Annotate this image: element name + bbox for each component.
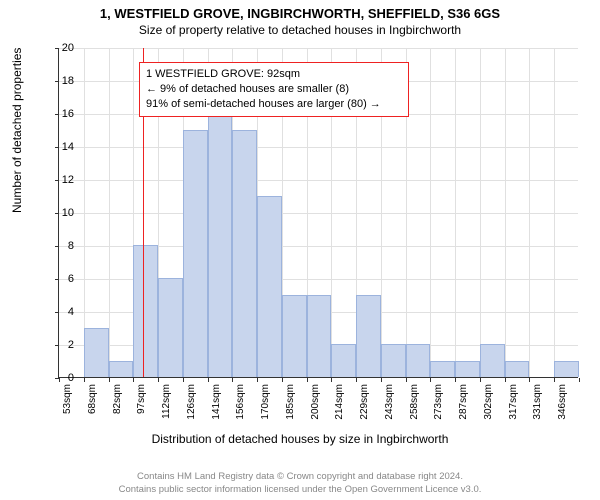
x-tick-label: 112sqm [161,384,172,419]
y-tick-label: 14 [46,141,74,153]
histogram-bar [430,361,455,378]
grid-line-h [59,48,578,49]
histogram-bar [109,361,134,378]
x-tick-mark [381,378,382,382]
histogram-bar [84,328,109,378]
grid-line-h [59,213,578,214]
chart-subtitle: Size of property relative to detached ho… [0,21,600,37]
histogram-bar [282,295,307,378]
plot-area: 53sqm68sqm82sqm97sqm112sqm126sqm141sqm15… [58,48,578,378]
x-tick-label: 82sqm [112,384,123,414]
histogram-bar [183,130,208,378]
x-tick-label: 156sqm [235,384,246,420]
x-tick-mark [257,378,258,382]
x-tick-label: 126sqm [186,384,197,420]
x-tick-label: 317sqm [508,384,519,420]
y-tick-label: 0 [46,372,74,384]
histogram-bar [257,196,282,378]
grid-line-v [505,48,506,377]
histogram-bar [554,361,579,378]
x-tick-label: 185sqm [285,384,296,420]
x-tick-mark [84,378,85,382]
x-tick-label: 200sqm [310,384,321,420]
x-tick-label: 53sqm [62,384,73,414]
histogram-bar [480,344,505,377]
x-tick-label: 170sqm [260,384,271,420]
x-tick-label: 302sqm [483,384,494,420]
y-tick-label: 10 [46,207,74,219]
x-tick-label: 287sqm [458,384,469,420]
histogram-bar [232,130,257,378]
annotation-line: ← 9% of detached houses are smaller (8) [146,82,402,97]
histogram-bar [208,97,233,378]
y-tick-label: 18 [46,75,74,87]
footer-attribution: Contains HM Land Registry data © Crown c… [0,471,600,496]
x-tick-mark [554,378,555,382]
x-tick-label: 331sqm [532,384,543,420]
histogram-bar [133,245,158,377]
footer-line2: Contains public sector information licen… [0,484,600,496]
x-tick-mark [208,378,209,382]
annotation-line: 91% of semi-detached houses are larger (… [146,97,402,112]
grid-line-h [59,147,578,148]
histogram-bar [158,278,183,377]
x-tick-label: 68sqm [87,384,98,414]
y-tick-label: 2 [46,339,74,351]
x-tick-mark [282,378,283,382]
grid-line-v [109,48,110,377]
y-tick-label: 6 [46,273,74,285]
x-tick-mark [183,378,184,382]
histogram-bar [307,295,332,378]
y-tick-label: 4 [46,306,74,318]
x-tick-mark [356,378,357,382]
x-tick-label: 229sqm [359,384,370,420]
x-tick-mark [109,378,110,382]
x-tick-mark [430,378,431,382]
y-axis-label: Number of detached properties [10,48,24,213]
histogram-bar [505,361,530,378]
x-tick-mark [480,378,481,382]
histogram-bar [331,344,356,377]
x-tick-mark [579,378,580,382]
x-tick-label: 97sqm [136,384,147,414]
chart-title: 1, WESTFIELD GROVE, INGBIRCHWORTH, SHEFF… [0,0,600,21]
x-tick-mark [529,378,530,382]
x-tick-mark [158,378,159,382]
x-axis-label: Distribution of detached houses by size … [0,432,600,446]
x-tick-mark [406,378,407,382]
y-tick-label: 16 [46,108,74,120]
x-tick-mark [307,378,308,382]
grid-line-v [430,48,431,377]
x-tick-mark [455,378,456,382]
grid-line-v [455,48,456,377]
y-tick-label: 12 [46,174,74,186]
x-tick-label: 214sqm [334,384,345,420]
y-tick-label: 20 [46,42,74,54]
chart-area: 53sqm68sqm82sqm97sqm112sqm126sqm141sqm15… [58,48,578,378]
x-tick-label: 346sqm [557,384,568,420]
x-tick-mark [331,378,332,382]
x-tick-mark [133,378,134,382]
grid-line-v [554,48,555,377]
grid-line-v [480,48,481,377]
annotation-line: 1 WESTFIELD GROVE: 92sqm [146,67,402,82]
x-tick-mark [505,378,506,382]
histogram-bar [381,344,406,377]
histogram-bar [455,361,480,378]
chart-container: 1, WESTFIELD GROVE, INGBIRCHWORTH, SHEFF… [0,0,600,500]
y-tick-label: 8 [46,240,74,252]
histogram-bar [356,295,381,378]
grid-line-v [529,48,530,377]
x-tick-label: 243sqm [384,384,395,420]
x-tick-label: 273sqm [433,384,444,420]
x-tick-label: 141sqm [211,384,222,420]
annotation-box: 1 WESTFIELD GROVE: 92sqm← 9% of detached… [139,62,409,117]
x-tick-label: 258sqm [409,384,420,420]
x-tick-mark [232,378,233,382]
histogram-bar [406,344,431,377]
footer-line1: Contains HM Land Registry data © Crown c… [0,471,600,483]
grid-line-h [59,180,578,181]
